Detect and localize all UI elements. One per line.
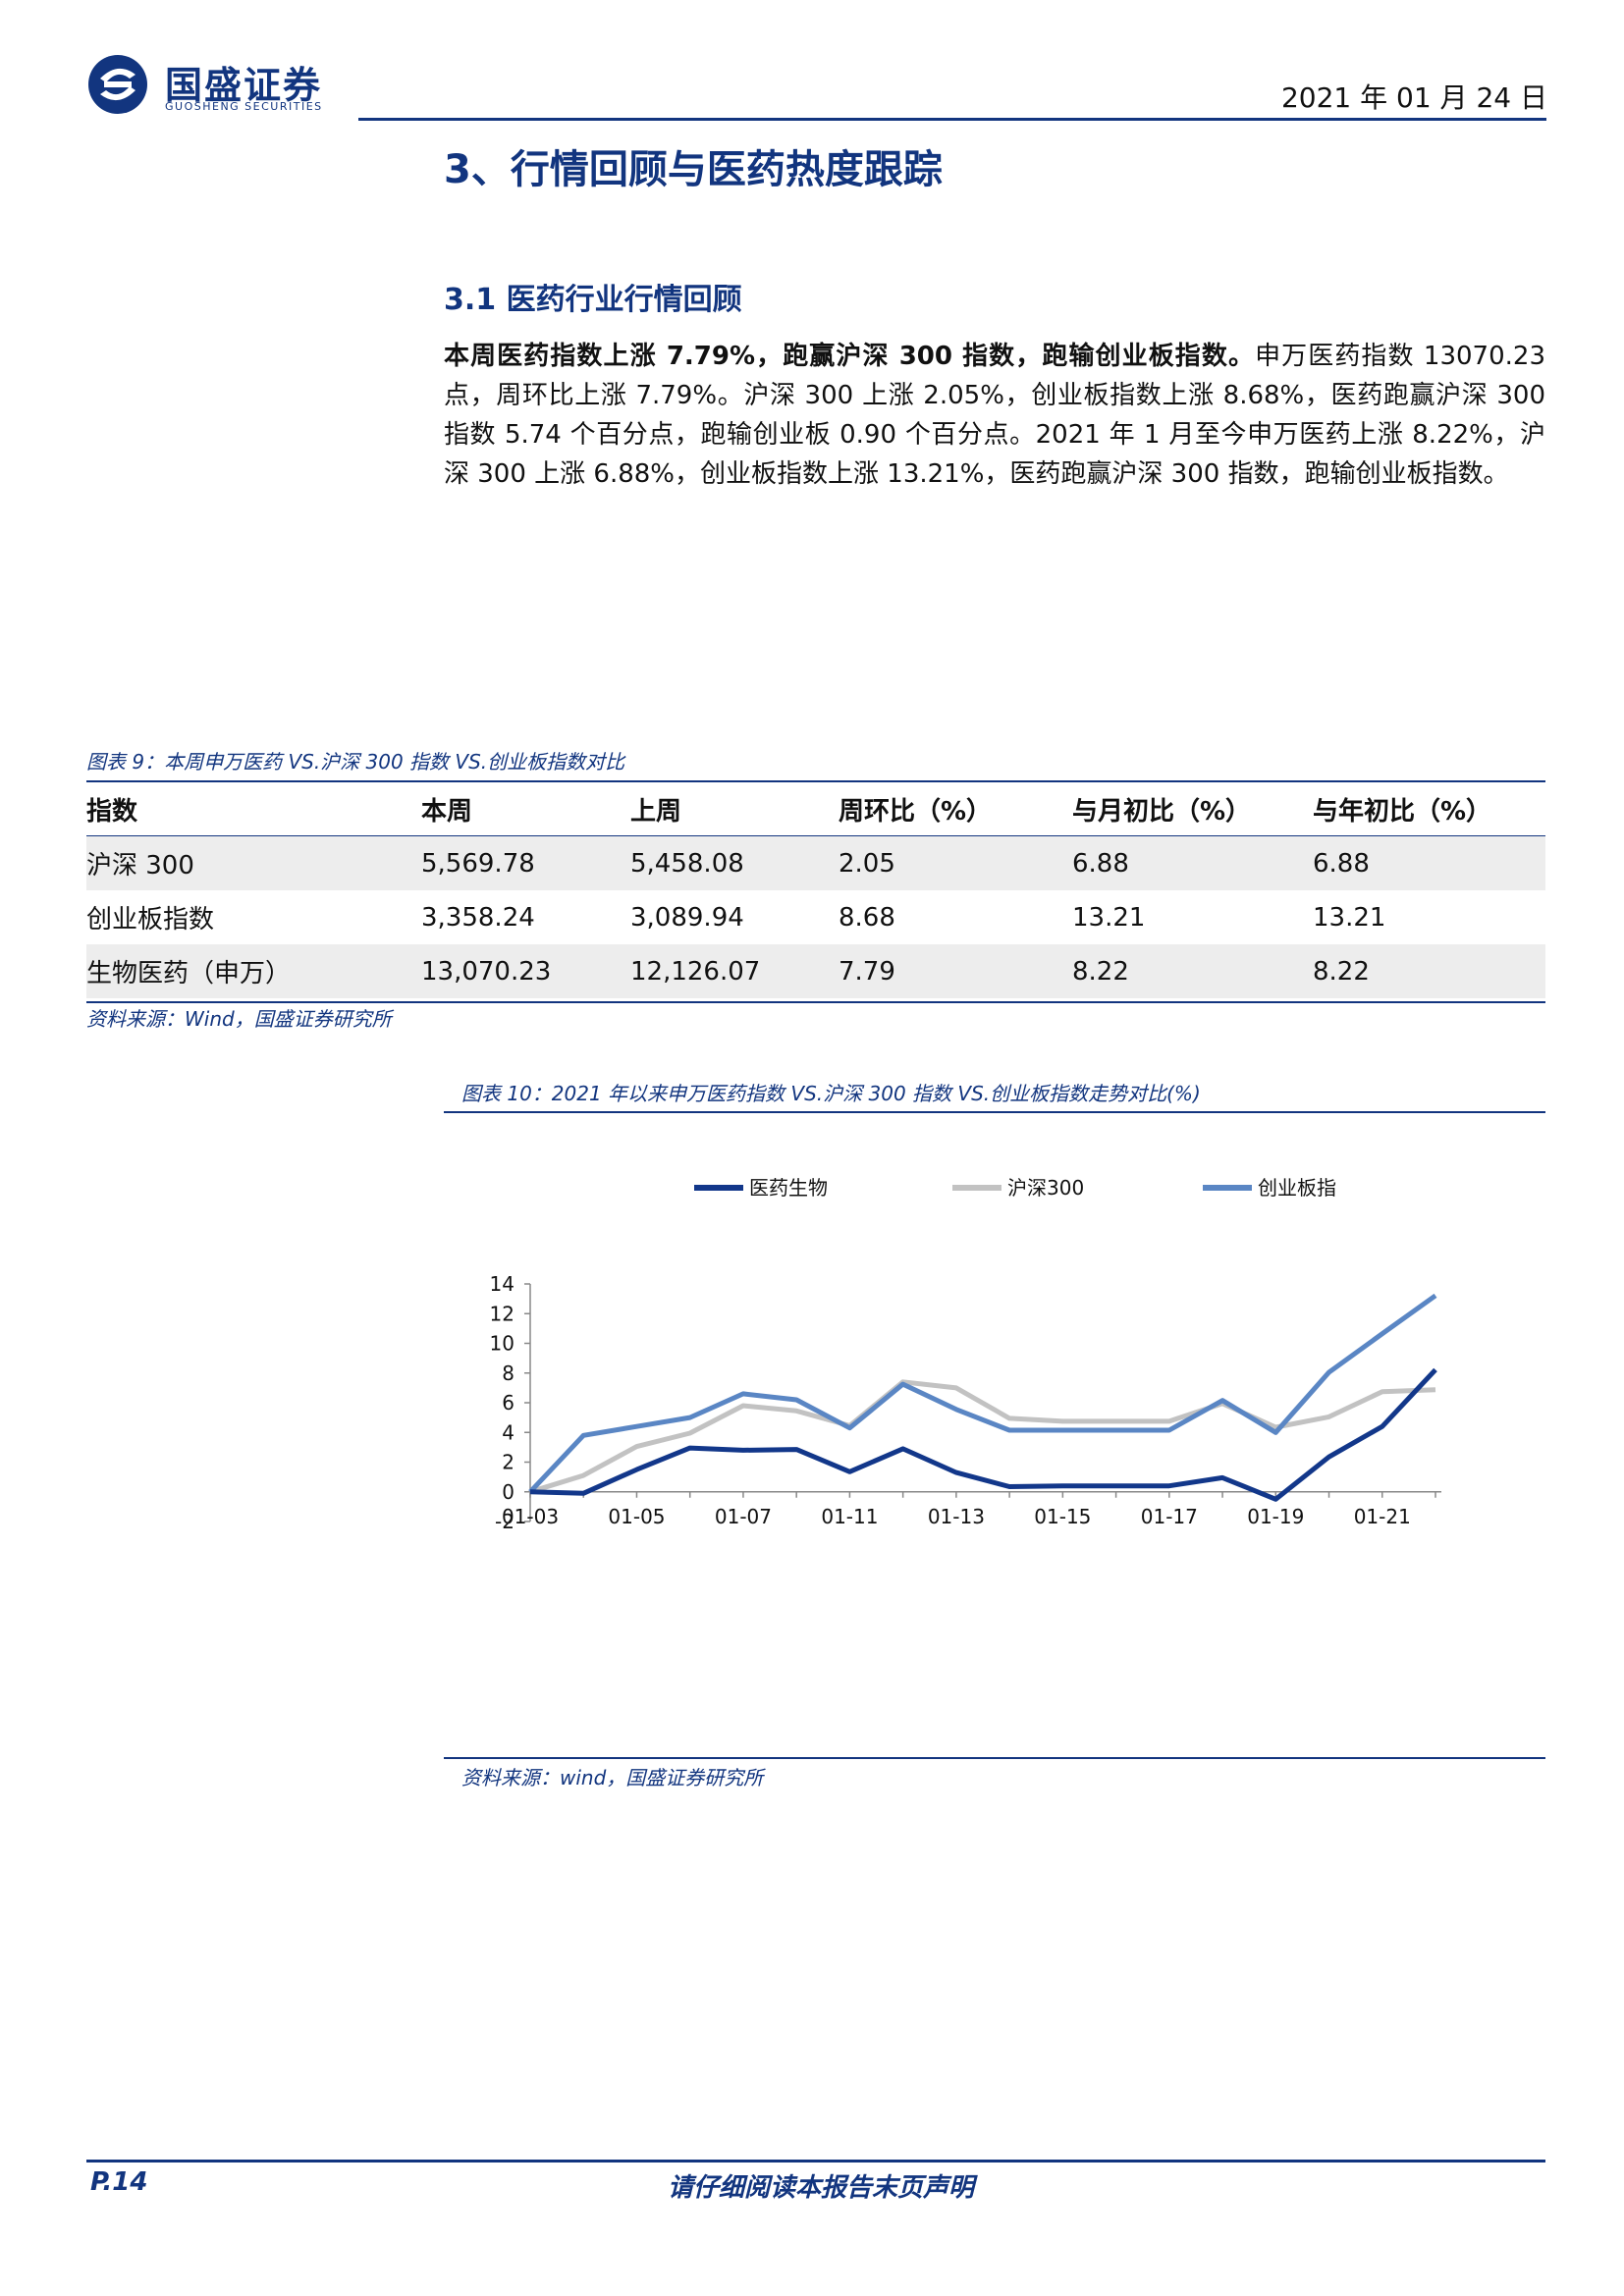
summary-body: 申万医药指数 13070.23 点，周环比上涨 7.79%。沪深 300 上涨 …	[444, 342, 1545, 489]
y-tick-label: 14	[490, 1272, 514, 1296]
table-header-cell: 上周	[630, 782, 839, 836]
page-number: P.14	[90, 2167, 148, 2197]
x-tick-label: 01-07	[715, 1505, 772, 1528]
chart-caption: 图表 10：2021 年以来申万医药指数 VS.沪深 300 指数 VS.创业板…	[461, 1082, 1201, 1105]
x-tick-label: 01-11	[821, 1505, 878, 1528]
table-cell: 5,458.08	[630, 835, 839, 890]
table-cell: 3,358.24	[421, 902, 535, 933]
table-cell: 5,569.78	[421, 835, 630, 890]
y-tick-label: 10	[490, 1332, 514, 1356]
footer-disclaimer: 请仔细阅读本报告末页声明	[668, 2173, 975, 2203]
table-cell: 13.21	[1072, 902, 1146, 933]
table-cell: 13,070.23	[421, 944, 630, 998]
subsection-heading: 3.1 医药行业行情回顾	[444, 283, 742, 317]
logo-name-en: GUOSHENG SECURITIES	[165, 100, 323, 113]
series-line-1	[529, 1367, 1437, 1502]
summary-lead: 本周医药指数上涨 7.79%，跑赢沪深 300 指数，跑输创业板指数。	[444, 342, 1256, 371]
y-tick-label: 4	[502, 1420, 514, 1444]
table-row: 沪深 300 5,569.78 5,458.08 2.05 6.88 6.88	[86, 835, 1545, 890]
legend-label: 医药生物	[749, 1176, 828, 1200]
table-cell: 7.79	[839, 944, 1072, 998]
index-comparison-table: 指数 本周 上周 周环比（%） 与月初比（%） 与年初比（%） 沪深 300 5…	[86, 782, 1545, 998]
table-cell: 8.68	[839, 902, 895, 933]
table-header-cell: 周环比（%）	[839, 782, 1072, 836]
table-cell: 创业板指数	[86, 905, 215, 934]
report-date: 2021 年 01 月 24 日	[1280, 81, 1547, 114]
chart-top-rule	[444, 1111, 1545, 1113]
x-tick-label: 01-21	[1354, 1505, 1411, 1528]
chart-source-note: 资料来源：wind，国盛证券研究所	[461, 1766, 764, 1789]
logo-mark-icon	[88, 55, 147, 114]
table-top-rule	[86, 780, 1545, 782]
company-logo: 国盛证券 GUOSHENG SECURITIES	[86, 51, 381, 120]
table-caption: 图表 9：本周申万医药 VS.沪深 300 指数 VS.创业板指数对比	[86, 750, 625, 774]
table-cell: 8.22	[1072, 944, 1313, 998]
table-header-cell: 与年初比（%）	[1313, 782, 1545, 836]
series-line-2	[529, 1379, 1436, 1495]
table-source-note: 资料来源：Wind，国盛证券研究所	[86, 1007, 392, 1031]
index-trend-line-chart: -2 0 2 4 6 8 10 12 14 01-03 01-05 01-07 01-11 01-13 01…	[490, 1176, 1441, 1533]
logo-name-cn: 国盛证券	[165, 64, 323, 107]
y-tick-label: 8	[502, 1362, 514, 1385]
table-row: 生物医药（申万） 13,070.23 12,126.07 7.79 8.22 8…	[86, 944, 1545, 998]
table-cell: 沪深 300	[86, 835, 421, 890]
table-cell: 13.21	[1313, 902, 1386, 933]
x-tick-label: 01-03	[502, 1505, 559, 1528]
table-header-cell: 与月初比（%）	[1072, 782, 1313, 836]
x-tick-label: 01-15	[1034, 1505, 1091, 1528]
legend-label: 创业板指	[1258, 1176, 1336, 1200]
x-tick-label: 01-17	[1141, 1505, 1198, 1528]
header-divider	[358, 118, 1546, 121]
x-tick-label: 01-05	[608, 1505, 665, 1528]
summary-paragraph: 本周医药指数上涨 7.79%，跑赢沪深 300 指数，跑输创业板指数。申万医药指…	[444, 337, 1545, 494]
series-line-3	[528, 1293, 1437, 1494]
table-cell: 生物医药（申万）	[86, 944, 421, 998]
table-header-cell: 本周	[421, 782, 630, 836]
table-cell: 3,089.94	[630, 902, 744, 933]
table-row: 创业板指数 3,358.24 3,089.94 8.68 13.21 13.21	[86, 890, 1545, 944]
section-heading: 3、行情回顾与医药热度跟踪	[444, 147, 943, 192]
table-cell: 6.88	[1072, 835, 1313, 890]
table-cell: 6.88	[1313, 835, 1545, 890]
y-tick-label: 12	[490, 1302, 514, 1325]
x-tick-label: 01-19	[1247, 1505, 1304, 1528]
y-tick-label: -2	[495, 1510, 514, 1533]
legend-label: 沪深300	[1007, 1176, 1084, 1200]
y-tick-label: 6	[502, 1391, 514, 1415]
y-tick-label: 0	[502, 1480, 514, 1504]
chart-bottom-rule	[444, 1757, 1545, 1759]
table-header-cell: 指数	[86, 782, 421, 836]
footer-divider	[86, 2160, 1545, 2163]
table-bottom-rule	[86, 1001, 1545, 1003]
table-cell: 2.05	[839, 835, 1072, 890]
table-cell: 8.22	[1313, 944, 1545, 998]
x-tick-label: 01-13	[928, 1505, 985, 1528]
y-tick-label: 2	[502, 1451, 514, 1474]
table-header-row: 指数 本周 上周 周环比（%） 与月初比（%） 与年初比（%）	[86, 782, 1545, 836]
table-cell: 12,126.07	[630, 944, 839, 998]
